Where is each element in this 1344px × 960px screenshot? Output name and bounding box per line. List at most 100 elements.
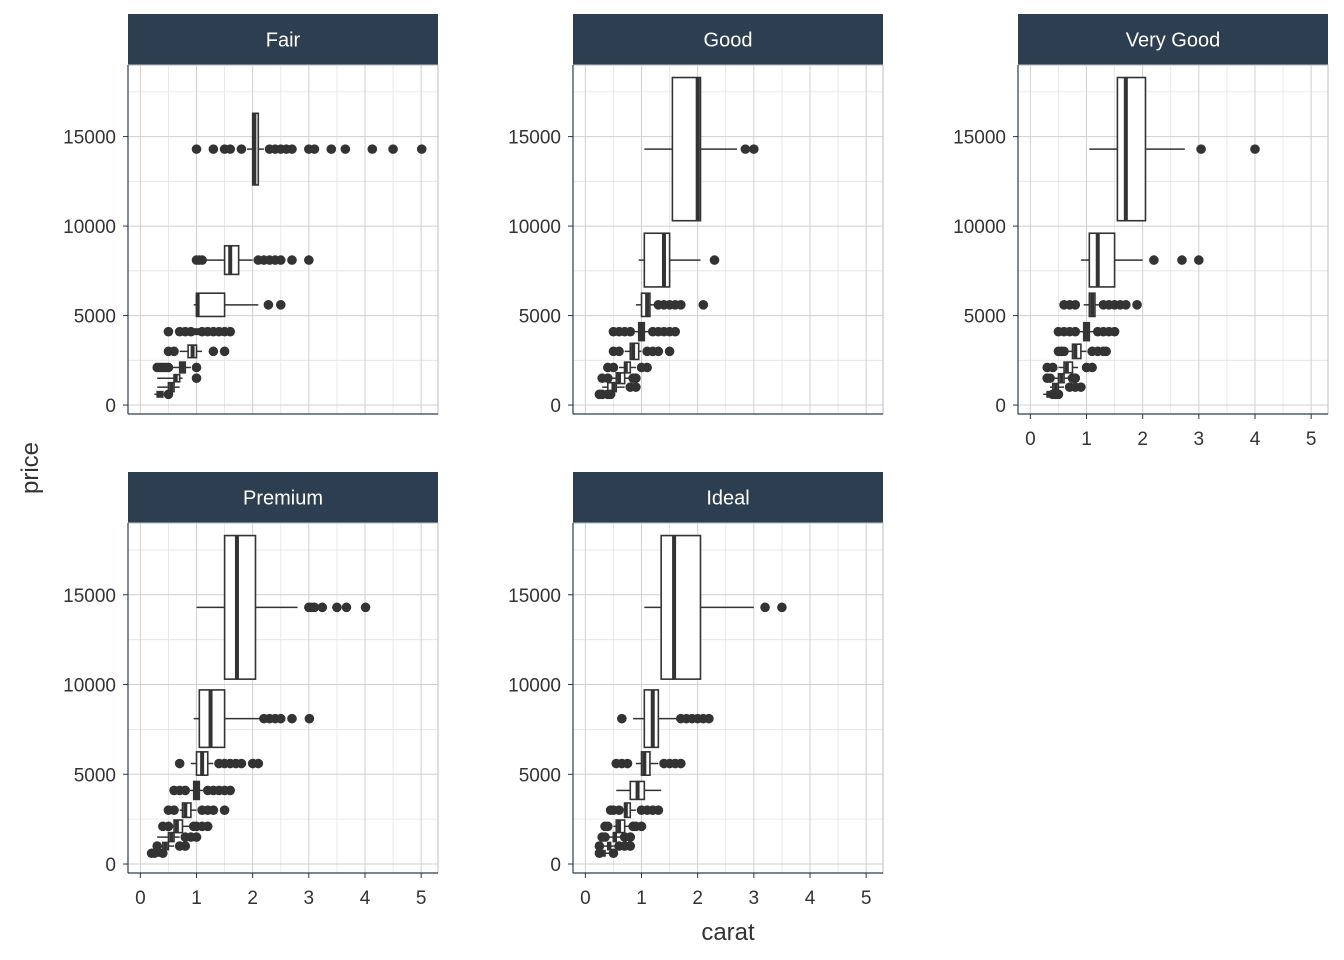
- box-outlier: [603, 821, 613, 832]
- x-tick-label: 5: [1306, 429, 1317, 450]
- box-outlier: [631, 382, 641, 392]
- facet-strip-label: Ideal: [706, 488, 749, 510]
- box: [152, 361, 202, 374]
- box-outlier: [169, 346, 179, 357]
- y-tick-label: 10000: [508, 676, 561, 697]
- box-outlier: [749, 144, 759, 154]
- box-outlier: [636, 821, 647, 832]
- box: [617, 689, 714, 749]
- box-outlier: [340, 144, 351, 154]
- x-tick-label: 3: [749, 888, 760, 909]
- box-outlier: [169, 805, 179, 815]
- box: [196, 534, 371, 680]
- x-tick-label: 3: [304, 888, 315, 909]
- x-axis-title: carat: [701, 919, 755, 946]
- box-outlier: [287, 144, 297, 154]
- y-tick-label: 0: [550, 855, 561, 876]
- y-tick-label: 15000: [508, 586, 561, 607]
- box: [638, 232, 720, 288]
- box-outlier: [317, 602, 328, 613]
- box: [603, 361, 652, 374]
- box-outlier: [704, 713, 714, 724]
- y-tick-label: 5000: [74, 307, 116, 328]
- y-tick-label: 10000: [63, 676, 116, 697]
- facet-strip-label: Very Good: [1126, 30, 1221, 52]
- box: [169, 780, 236, 801]
- box: [1043, 389, 1064, 400]
- y-tick-label: 15000: [63, 128, 116, 149]
- y-axis-title: price: [17, 442, 44, 494]
- box-outlier: [608, 848, 619, 859]
- box: [1042, 361, 1097, 374]
- box-outlier: [1250, 144, 1260, 154]
- facet-strip: [1018, 14, 1328, 65]
- y-tick-label: 5000: [964, 307, 1006, 328]
- box-outlier: [642, 362, 652, 373]
- box-outlier: [1045, 373, 1055, 384]
- panel-border: [572, 64, 884, 415]
- box-outlier: [304, 713, 315, 724]
- box-outlier: [360, 602, 371, 613]
- box-outlier: [608, 362, 619, 373]
- box: [1059, 292, 1142, 318]
- box-outlier: [622, 758, 633, 769]
- box-outlier: [367, 144, 378, 154]
- box-outlier: [180, 785, 191, 796]
- box: [154, 389, 174, 400]
- x-tick-label: 1: [1081, 429, 1092, 450]
- box-outlier: [676, 300, 686, 310]
- box: [594, 848, 619, 859]
- x-tick-label: 2: [1137, 429, 1148, 450]
- facet-strip-label: Good: [704, 30, 753, 52]
- box-outlier: [304, 255, 314, 265]
- box: [602, 381, 641, 393]
- box: [146, 848, 168, 859]
- box-outlier: [326, 144, 337, 154]
- box-outlier: [625, 326, 636, 337]
- box: [611, 751, 686, 776]
- box-outlier: [208, 346, 219, 357]
- box-outlier: [1132, 300, 1142, 310]
- box: [1080, 232, 1204, 288]
- panel-border: [127, 64, 439, 415]
- box-iqr: [195, 292, 226, 318]
- box-outlier: [740, 144, 751, 154]
- facet-panel-good: Good 0 5000 10000 15000: [508, 14, 884, 417]
- x-tick-label: 3: [1194, 429, 1205, 450]
- box-outlier: [332, 602, 342, 613]
- box-outlier: [225, 785, 236, 796]
- box-outlier: [625, 832, 636, 842]
- box-outlier: [208, 805, 219, 815]
- x-tick-label: 2: [247, 888, 258, 909]
- box-outlier: [341, 602, 352, 613]
- box-outlier: [275, 713, 286, 724]
- x-tick-label: 2: [692, 888, 703, 909]
- x-tick-label: 5: [861, 888, 872, 909]
- box-outlier: [191, 362, 202, 373]
- facet-strip: [573, 472, 883, 523]
- box: [597, 372, 641, 385]
- box: [1053, 321, 1120, 342]
- box-outlier: [653, 346, 664, 357]
- box-outlier: [309, 602, 320, 613]
- box-outlier: [1109, 326, 1120, 337]
- box-outlier: [275, 300, 286, 310]
- box: [157, 381, 180, 393]
- box: [193, 292, 286, 318]
- box-outlier: [600, 832, 610, 842]
- box-outlier: [163, 389, 174, 400]
- box-outlier: [219, 346, 230, 357]
- box-outlier: [1177, 255, 1187, 265]
- box-outlier: [698, 300, 709, 310]
- x-tick-label: 0: [135, 888, 146, 909]
- box-outlier: [416, 144, 427, 154]
- y-tick-label: 5000: [74, 765, 116, 786]
- box: [157, 831, 202, 843]
- box-outlier: [1070, 373, 1081, 384]
- facet-strip-label: Premium: [243, 488, 323, 510]
- box-outlier: [163, 821, 174, 832]
- facet-strip: [128, 472, 438, 523]
- box: [193, 689, 315, 749]
- box-outlier: [202, 821, 213, 832]
- y-tick-label: 5000: [519, 307, 561, 328]
